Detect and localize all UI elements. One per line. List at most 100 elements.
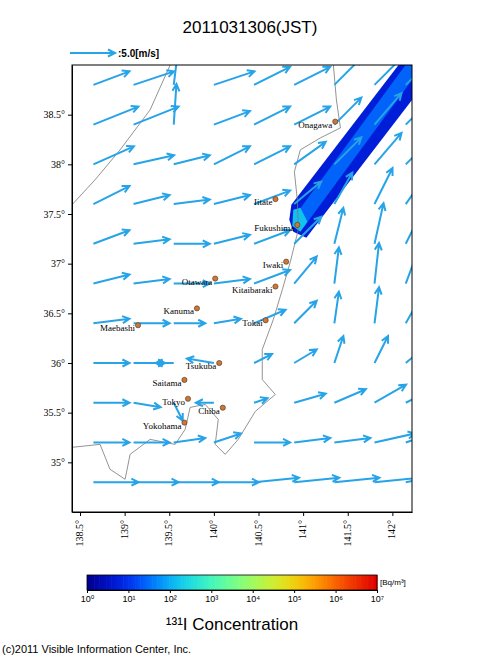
wind-arrow — [334, 336, 344, 363]
wind-arrow — [406, 292, 412, 324]
y-tick-label: 35° — [51, 457, 65, 468]
x-tick-mark — [169, 512, 170, 516]
y-tick: 35° — [51, 457, 72, 468]
y-tick-mark — [68, 313, 72, 314]
wind-arrow — [156, 360, 174, 367]
y-tick: 36° — [51, 358, 72, 369]
wind-arrow — [214, 316, 241, 323]
wind-arrow — [294, 67, 330, 85]
x-tick: 141.5° — [342, 512, 353, 547]
wind-arrow — [406, 208, 412, 244]
wind-arrow — [375, 65, 402, 85]
colorbar-tick-label: 10⁶ — [329, 594, 343, 604]
wind-arrow — [334, 435, 370, 442]
wind-arrow — [406, 65, 412, 85]
x-tick-mark — [303, 512, 304, 516]
x-tick-mark — [214, 512, 215, 516]
plot-frame — [72, 65, 412, 512]
wind-arrow — [294, 392, 326, 402]
wind-arrow — [214, 110, 250, 124]
city-dot — [273, 284, 278, 289]
wind-arrow — [294, 350, 317, 364]
y-tick-mark — [68, 264, 72, 265]
wind-arrow — [375, 243, 382, 283]
colorbar-tick: 10⁶ — [329, 590, 343, 604]
city-dot — [217, 360, 222, 365]
city-dot — [333, 119, 338, 124]
wind-arrow — [93, 399, 129, 406]
wind-arrow — [375, 93, 402, 125]
city-dot — [185, 396, 190, 401]
wind-arrow — [406, 341, 412, 364]
wind-arrow — [334, 65, 361, 85]
colorbar-tick-mark — [253, 590, 254, 593]
wind-arrow — [174, 320, 206, 327]
x-tick: 140° — [208, 512, 219, 539]
y-tick: 37° — [51, 258, 72, 269]
city-label: Tokyo — [162, 397, 185, 407]
wind-arrow — [214, 479, 259, 486]
wind-arrow — [294, 142, 326, 165]
wind-arrow — [334, 292, 341, 324]
city-label: Chiba — [198, 406, 220, 416]
colorbar-tick-mark — [87, 590, 88, 593]
x-tick-label: 138.5° — [74, 520, 85, 547]
y-tick-mark — [68, 115, 72, 116]
colorbar-tick-mark — [170, 590, 171, 593]
plume-band — [289, 65, 412, 238]
y-axis-line — [72, 66, 73, 513]
y-tick-label: 36° — [51, 358, 65, 369]
y-tick: 38.5° — [44, 109, 73, 120]
y-tick-mark — [68, 214, 72, 215]
wind-arrow — [93, 71, 129, 85]
wind-arrow — [406, 173, 412, 205]
y-tick-label: 38.5° — [44, 109, 66, 120]
city-dot — [220, 405, 225, 410]
colorbar-title: ¹³¹I Concentration — [166, 615, 298, 634]
city-label: Iitate — [254, 197, 273, 207]
y-tick: 36.5° — [44, 308, 73, 319]
x-tick: 140.5° — [253, 512, 264, 547]
wind-arrow — [134, 106, 179, 125]
wind-arrow — [134, 479, 179, 486]
x-tick-label: 140.5° — [253, 520, 264, 547]
wind-arrow — [93, 316, 129, 323]
city-dot — [194, 306, 199, 311]
x-tick-label: 140° — [208, 520, 219, 539]
wind-arrow — [334, 98, 361, 125]
wind-arrow — [93, 186, 129, 204]
x-tick-mark — [392, 512, 393, 516]
wind-arrow — [375, 203, 386, 244]
wind-arrow — [294, 435, 330, 442]
city-dot — [284, 259, 289, 264]
plume-band — [296, 65, 412, 228]
city-dot — [135, 323, 140, 328]
x-tick-mark — [348, 512, 349, 516]
x-tick: 139.5° — [163, 512, 174, 547]
wind-arrow — [134, 439, 170, 446]
x-tick: 142° — [386, 512, 397, 539]
y-tick-mark — [68, 413, 72, 414]
city-label: Tokai — [242, 318, 263, 328]
wind-legend-arrow — [70, 50, 115, 57]
city-dot — [263, 318, 268, 323]
colorbar-tick-mark — [211, 590, 212, 593]
city-label: Saitama — [152, 378, 181, 388]
wind-arrow — [254, 354, 272, 363]
colorbar-unit: [Bq/m³] — [380, 578, 406, 587]
y-tick-label: 36.5° — [44, 308, 66, 319]
wind-arrow — [174, 479, 219, 486]
colorbar-tick-label: 10⁷ — [371, 594, 384, 604]
colorbar-frame — [87, 575, 377, 590]
wind-arrow — [172, 84, 179, 125]
wind-arrow — [294, 475, 339, 482]
wind-arrow — [375, 385, 407, 403]
plot-area — [72, 65, 412, 486]
title: 2011031306(JST) — [183, 18, 318, 37]
wind-arrow — [254, 475, 299, 482]
coastline — [72, 65, 340, 479]
wind-arrow — [334, 137, 361, 164]
wind-arrow — [294, 301, 317, 324]
y-tick: 37.5° — [44, 209, 73, 220]
wind-arrow — [375, 287, 382, 323]
